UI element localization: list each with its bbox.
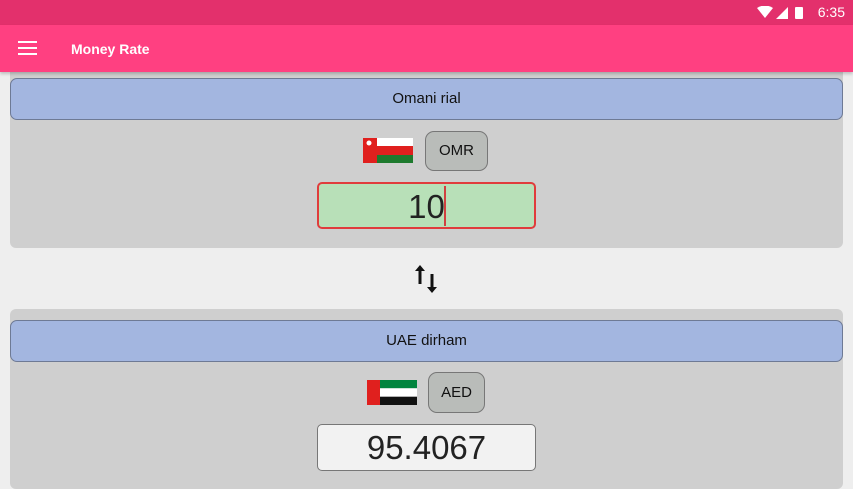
clock: 6:35 bbox=[817, 4, 845, 20]
to-amount-output: 95.4067 bbox=[317, 424, 536, 471]
wifi-icon bbox=[757, 6, 773, 18]
menu-icon[interactable] bbox=[18, 41, 37, 55]
from-amount-input[interactable]: 10 bbox=[317, 182, 536, 229]
signal-icon bbox=[776, 7, 788, 19]
uae-flag-icon bbox=[367, 380, 417, 405]
battery-icon bbox=[795, 7, 803, 19]
app-bar: Money Rate bbox=[0, 25, 853, 72]
text-cursor bbox=[444, 186, 446, 226]
swap-icon[interactable] bbox=[414, 264, 440, 294]
from-amount-value: 10 bbox=[408, 188, 445, 225]
to-code-button[interactable]: AED bbox=[428, 372, 485, 413]
status-icons bbox=[757, 6, 803, 19]
app-title: Money Rate bbox=[71, 41, 150, 57]
from-code-button[interactable]: OMR bbox=[425, 131, 488, 171]
status-bar: 6:35 bbox=[0, 0, 853, 25]
oman-flag-icon bbox=[363, 138, 413, 163]
from-currency-name[interactable]: Omani rial bbox=[10, 78, 843, 120]
to-currency-name[interactable]: UAE dirham bbox=[10, 320, 843, 362]
to-card: UAE dirham AED 95.4067 bbox=[10, 309, 843, 489]
from-card: Omani rial OMR 10 bbox=[10, 60, 843, 248]
